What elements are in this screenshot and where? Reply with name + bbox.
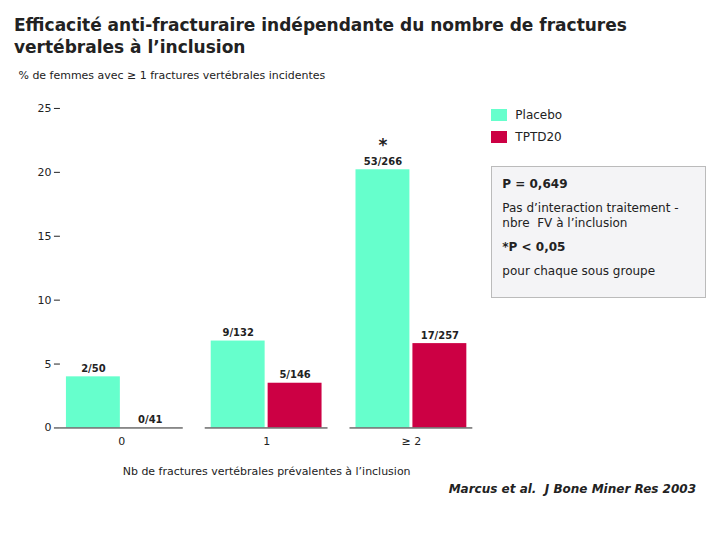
html-text:P = 0,649: P = 0,649 [502, 177, 568, 192]
svg-text:1: 1 [263, 435, 270, 448]
svg-text:*: * [379, 135, 388, 155]
svg-text:20: 20 [37, 166, 51, 179]
svg-text:10: 10 [37, 294, 51, 307]
html-text:Pas d’interaction traitement -: Pas d’interaction traitement - nbre FV à… [502, 200, 679, 231]
svg-text:53/266: 53/266 [364, 156, 402, 167]
svg-text:≥ 2: ≥ 2 [402, 435, 422, 448]
svg-text:15: 15 [37, 230, 51, 243]
html-text:*P < 0,05: *P < 0,05 [502, 240, 566, 254]
svg-text:5: 5 [44, 358, 51, 371]
html-text:Efficacité anti-fracturaire in: Efficacité anti-fracturaire indépendante… [14, 15, 627, 58]
html-text:Placebo: Placebo [515, 108, 563, 123]
svg-text:17/257: 17/257 [421, 330, 459, 341]
html-text:TPTD20: TPTD20 [515, 130, 562, 145]
html-text:Marcus et al. J Bone Miner Res: Marcus et al. J Bone Miner Res 2003 [448, 481, 696, 496]
svg-text:9/132: 9/132 [222, 327, 253, 338]
svg-text:% de femmes avec ≥ 1 fractures: % de femmes avec ≥ 1 fractures vertébral… [18, 69, 325, 82]
svg-text:2/50: 2/50 [81, 363, 106, 374]
svg-text:5/146: 5/146 [279, 369, 310, 380]
svg-text:0/41: 0/41 [138, 414, 163, 425]
svg-text:0: 0 [118, 435, 125, 448]
html-text:pour chaque sous groupe: pour chaque sous groupe [502, 263, 656, 278]
svg-text:0: 0 [44, 422, 51, 435]
svg-text:Nb de fractures vertébrales pr: Nb de fractures vertébrales prévalentes … [123, 465, 411, 477]
svg-text:25: 25 [37, 102, 51, 115]
